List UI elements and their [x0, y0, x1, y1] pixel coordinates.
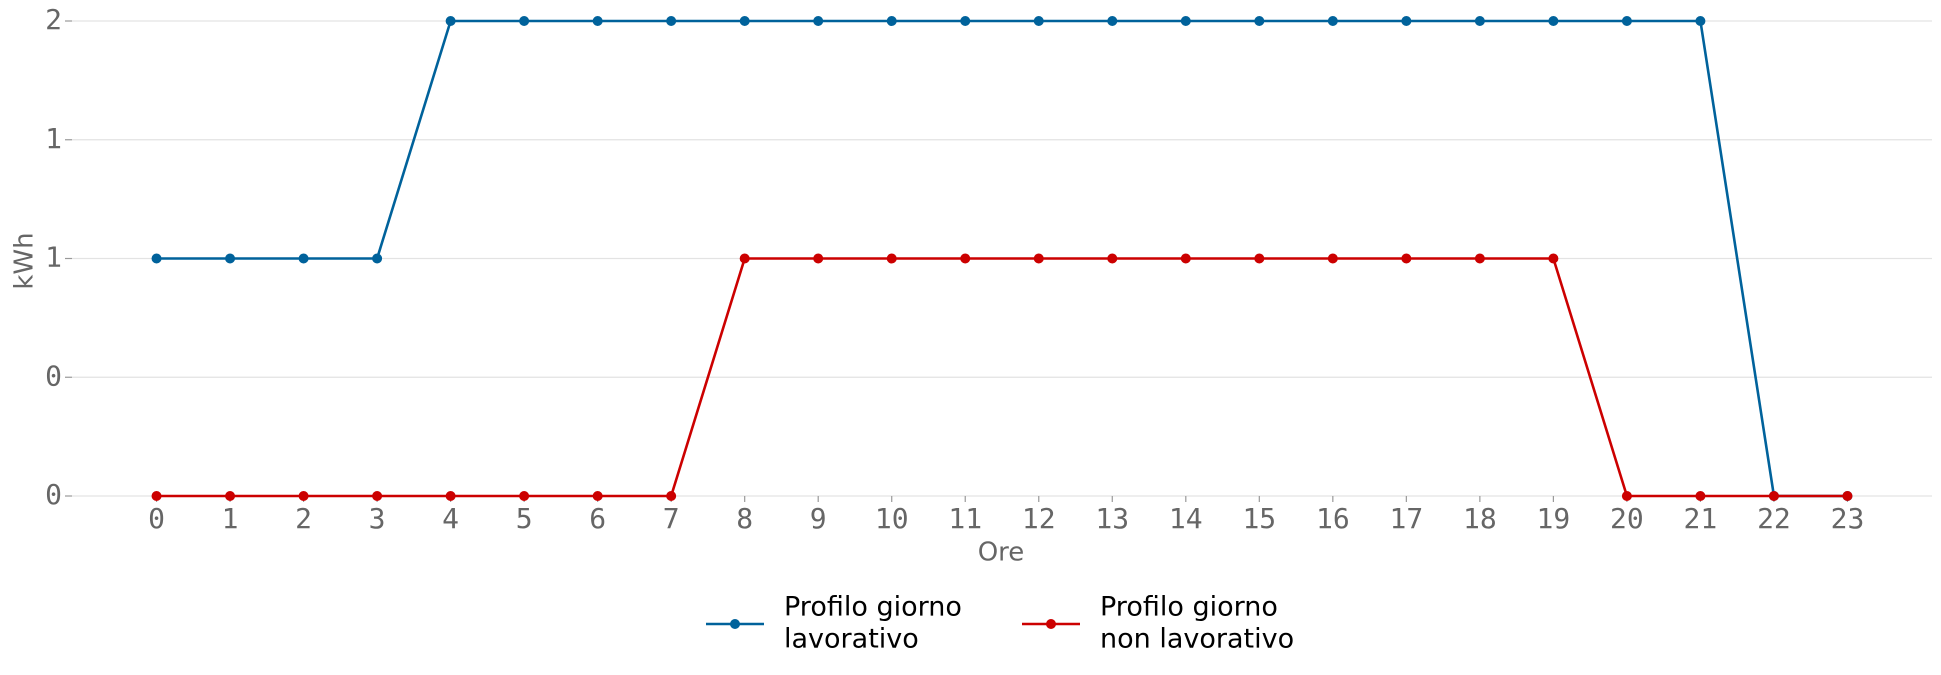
data-point — [1327, 16, 1338, 26]
data-point — [298, 491, 309, 501]
x-tick-label: 18 — [1463, 502, 1497, 535]
x-axis-label: Ore — [978, 538, 1025, 568]
x-tick-label: 19 — [1537, 502, 1571, 535]
y-tick-label: 1 — [45, 122, 62, 155]
data-point — [1842, 491, 1853, 501]
data-point — [739, 253, 750, 264]
series-line — [156, 257, 1848, 498]
data-point — [1768, 491, 1779, 501]
x-tick-label: 21 — [1684, 502, 1718, 535]
x-tick-label: 9 — [810, 502, 827, 535]
x-tick-label: 5 — [516, 502, 533, 535]
x-tick-label: 0 — [148, 502, 165, 535]
data-point — [1695, 491, 1706, 501]
data-point — [372, 253, 383, 264]
y-tick-label: 2 — [45, 3, 62, 36]
data-point — [886, 16, 897, 26]
data-point — [298, 253, 309, 264]
x-tick-label: 12 — [1022, 502, 1056, 535]
x-tick-label: 17 — [1389, 502, 1423, 535]
data-point — [1254, 253, 1265, 264]
data-point — [886, 253, 897, 264]
x-tick-label: 6 — [589, 502, 606, 535]
data-point — [225, 253, 236, 264]
x-tick-label: 11 — [948, 502, 982, 535]
data-point — [1474, 253, 1485, 264]
legend-label: non lavorativo — [1100, 624, 1294, 655]
x-tick-label: 1 — [222, 502, 239, 535]
x-tick-label: 8 — [736, 502, 753, 535]
data-point — [1695, 16, 1706, 26]
data-point — [739, 16, 750, 26]
data-point — [1033, 253, 1044, 264]
data-point — [1107, 16, 1118, 26]
data-point — [1033, 16, 1044, 26]
data-point — [1401, 253, 1412, 264]
x-tick-label: 13 — [1095, 502, 1129, 535]
data-point — [519, 16, 530, 26]
x-tick-label: 7 — [663, 502, 680, 535]
legend-swatch-marker — [1046, 619, 1056, 629]
x-tick-label: 16 — [1316, 502, 1350, 535]
legend-label: lavorativo — [784, 624, 919, 655]
data-point — [151, 253, 162, 264]
x-tick-label: 23 — [1831, 502, 1865, 535]
data-point — [1474, 16, 1485, 26]
data-point — [666, 491, 677, 501]
x-tick-label: 15 — [1242, 502, 1276, 535]
x-tick-label: 14 — [1169, 502, 1203, 535]
data-point — [666, 16, 677, 26]
data-point — [225, 491, 236, 501]
data-point — [813, 253, 824, 264]
data-point — [372, 491, 383, 501]
data-point — [1548, 16, 1559, 26]
data-point — [1548, 253, 1559, 264]
data-point — [1621, 491, 1632, 501]
data-point — [813, 16, 824, 26]
data-point — [592, 491, 603, 501]
data-point — [1107, 253, 1118, 264]
data-point — [1180, 16, 1191, 26]
data-point — [1621, 16, 1632, 26]
y-tick-label: 0 — [45, 359, 62, 392]
y-tick-label: 0 — [45, 478, 62, 511]
data-point — [960, 253, 971, 264]
data-point — [1180, 253, 1191, 264]
legend-label: Profilo giorno — [1100, 592, 1278, 623]
x-tick-label: 4 — [442, 502, 459, 535]
x-tick-label: 20 — [1610, 502, 1644, 535]
data-point — [960, 16, 971, 26]
data-point — [1327, 253, 1338, 264]
data-point — [592, 16, 603, 26]
legend-label: Profilo giorno — [784, 592, 962, 623]
x-tick-label: 3 — [369, 502, 386, 535]
data-point — [445, 16, 456, 26]
x-tick-label: 22 — [1757, 502, 1791, 535]
data-point — [445, 491, 456, 501]
y-axis-label: kWh — [10, 232, 40, 289]
series-line — [156, 19, 1848, 498]
x-tick-label: 10 — [875, 502, 909, 535]
data-point — [151, 491, 162, 501]
x-tick-label: 2 — [295, 502, 312, 535]
legend-swatch-marker — [730, 619, 740, 629]
data-point — [1254, 16, 1265, 26]
y-tick-label: 1 — [45, 241, 62, 274]
data-point — [519, 491, 530, 501]
data-point — [1401, 16, 1412, 26]
